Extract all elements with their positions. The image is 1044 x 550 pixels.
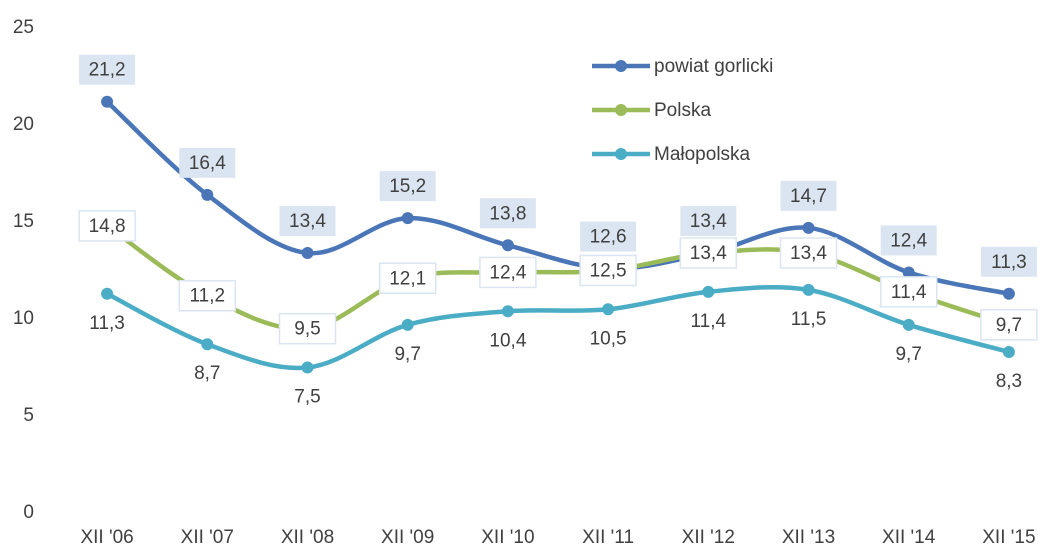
label-box (78, 210, 136, 242)
data-point (101, 287, 114, 300)
data-label: 21,2 (89, 60, 126, 81)
series-line (105, 224, 1010, 332)
data-label: 11,3 (89, 313, 125, 334)
label-box (278, 312, 337, 345)
x-tick-label: XII '06 (80, 527, 133, 548)
x-tick-label: XII '09 (381, 527, 434, 548)
label-box (79, 54, 136, 85)
data-point (802, 283, 815, 296)
data-point (301, 247, 314, 260)
x-tick-label: XII '07 (181, 527, 234, 548)
data-label: 11,4 (891, 282, 927, 303)
data-label: 12,1 (389, 268, 426, 289)
y-tick-label: 25 (13, 17, 34, 38)
label-box (479, 256, 537, 289)
label-box (178, 279, 237, 312)
label-box (579, 254, 637, 287)
data-point (401, 318, 414, 331)
series-line (106, 284, 1010, 371)
data-label: 15,2 (389, 176, 426, 197)
x-tick-label: XII '11 (582, 527, 634, 548)
x-tick-label: XII '14 (882, 527, 936, 548)
label-box (680, 206, 737, 237)
data-point (301, 361, 314, 374)
x-tick-label: XII '15 (982, 527, 1035, 548)
data-point (1002, 345, 1015, 358)
data-label: 13,4 (690, 243, 727, 264)
legend-marker (615, 148, 627, 160)
y-tick-label: 0 (23, 502, 34, 523)
legend-label: powiat gorlicki (654, 56, 773, 77)
data-point (201, 338, 214, 351)
label-box (179, 147, 236, 178)
data-label: 10,4 (489, 330, 526, 351)
data-point (401, 212, 414, 225)
y-tick-label: 20 (13, 114, 34, 135)
data-point (1002, 287, 1015, 300)
label-box (679, 237, 738, 269)
data-label: 11,5 (791, 309, 827, 330)
data-label: 7,5 (294, 387, 320, 408)
data-label: 9,7 (394, 344, 420, 365)
data-label: 11,4 (691, 311, 727, 332)
legend-marker (615, 60, 627, 72)
data-label: 13,4 (790, 243, 827, 264)
label-box (880, 225, 937, 256)
data-point (602, 303, 615, 316)
legend-label: Małopolska (654, 144, 751, 165)
data-label: 13,4 (690, 211, 727, 232)
data-label: 16,4 (189, 153, 226, 174)
series-line (105, 100, 1010, 296)
data-label: 8,7 (194, 363, 220, 384)
data-label: 11,3 (991, 252, 1027, 273)
data-label: 12,5 (590, 261, 627, 282)
data-label: 12,4 (890, 230, 927, 251)
label-box (980, 309, 1038, 341)
data-point (201, 188, 214, 201)
data-label: 14,8 (89, 216, 126, 237)
data-label: 10,5 (590, 328, 627, 349)
y-tick-label: 10 (13, 308, 34, 329)
data-point (902, 266, 915, 279)
y-tick-label: 5 (23, 405, 34, 426)
label-box (980, 246, 1037, 277)
label-box (580, 221, 637, 252)
legend-marker (615, 104, 627, 116)
legend-label: Polska (654, 100, 711, 121)
data-label: 13,4 (289, 211, 326, 232)
data-point (702, 285, 715, 298)
x-tick-label: XII '12 (682, 527, 735, 548)
label-box (780, 180, 837, 211)
data-label: 9,5 (294, 319, 320, 340)
data-point (501, 239, 514, 252)
label-box (779, 237, 838, 269)
x-tick-label: XII '10 (481, 527, 534, 548)
label-box (879, 276, 938, 308)
x-tick-label: XII '13 (782, 527, 835, 548)
x-tick-label: XII '08 (281, 527, 334, 548)
label-box (378, 262, 437, 295)
label-box (279, 206, 336, 237)
y-tick-label: 15 (13, 211, 34, 232)
data-label: 12,6 (590, 227, 627, 248)
data-label: 9,7 (996, 315, 1022, 336)
data-label: 8,3 (996, 371, 1022, 392)
label-box (379, 171, 436, 202)
data-label: 14,7 (790, 186, 827, 207)
data-label: 12,4 (489, 262, 526, 283)
data-point (101, 95, 114, 108)
data-label: 9,7 (895, 344, 921, 365)
data-point (902, 318, 915, 331)
data-label: 13,8 (489, 203, 526, 224)
label-box (479, 198, 536, 229)
data-label: 11,2 (190, 286, 226, 307)
data-point (501, 305, 514, 318)
data-point (802, 221, 815, 234)
